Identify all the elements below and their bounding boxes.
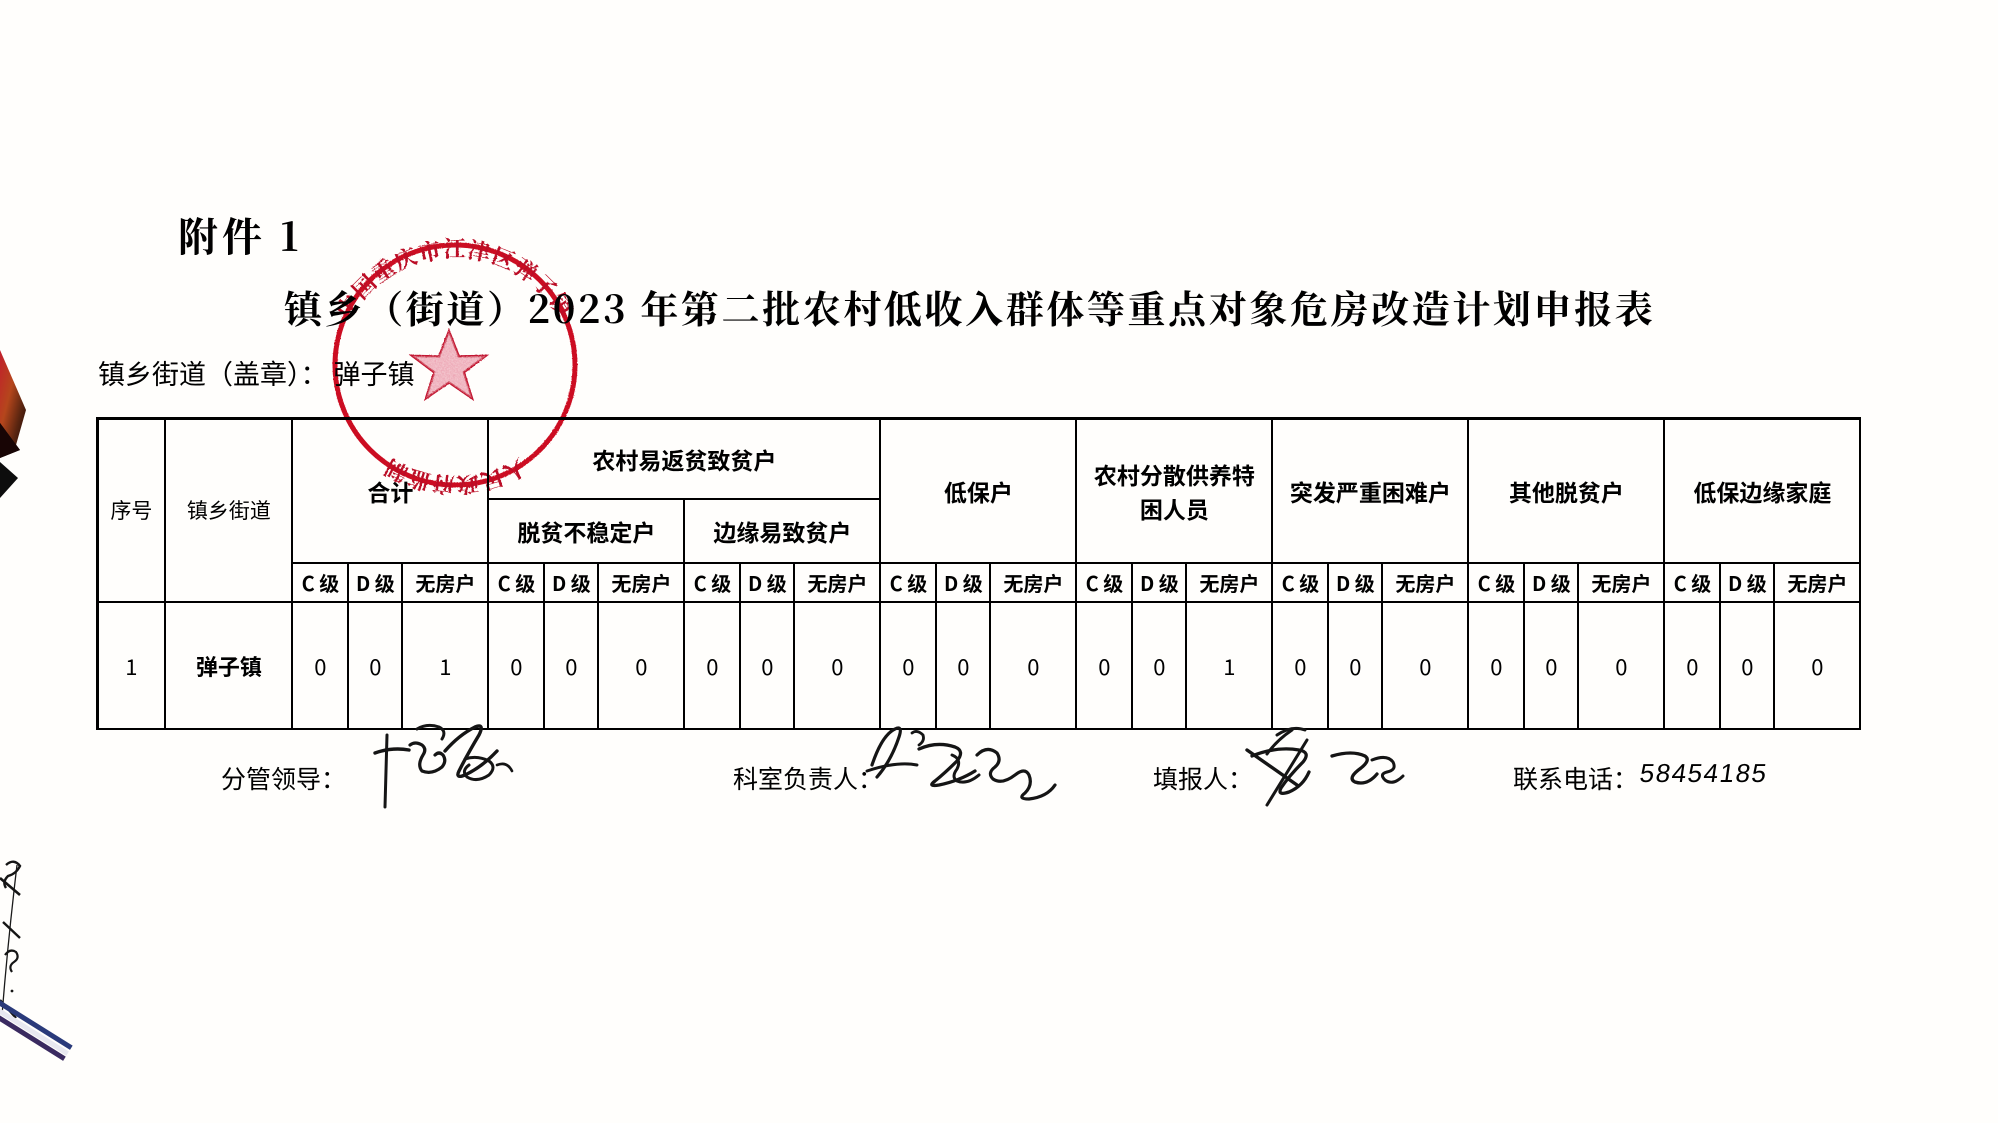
svg-text:中国重庆市江津区弹子镇: 中国重庆市江津区弹子镇 <box>328 232 583 326</box>
